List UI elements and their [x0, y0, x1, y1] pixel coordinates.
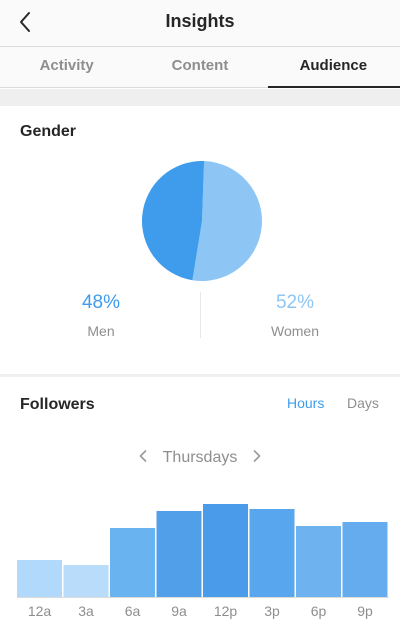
stat-divider: [200, 292, 201, 338]
bar-12p: [203, 504, 248, 597]
x-tick-label: 9p: [357, 603, 373, 619]
x-tick-label: 9a: [171, 603, 187, 619]
header-bar: Insights: [0, 0, 400, 46]
bar-9a: [156, 511, 202, 597]
gender-card: Gender 48% Men 52% Women: [3, 106, 397, 374]
pie-slice-men: [141, 161, 205, 281]
bar-6a: [110, 528, 155, 597]
days-toggle[interactable]: Days: [347, 395, 379, 411]
followers-title: Followers: [20, 396, 95, 413]
followers-card: Followers Hours Days Thursdays 12a 3a 6a 9a…: [3, 377, 397, 637]
x-tick-label: 6a: [125, 603, 141, 619]
men-stat: 48% Men: [11, 292, 191, 339]
bar-9p: [342, 522, 388, 597]
selected-day: Thursdays: [162, 449, 238, 466]
women-stat: 52% Women: [205, 292, 385, 339]
men-percentage: 48%: [81, 292, 121, 313]
gender-pie-chart: [141, 161, 262, 281]
chevron-left-icon: [139, 450, 147, 462]
hours-toggle[interactable]: Hours: [287, 395, 325, 411]
bar-12a: [17, 560, 62, 597]
section-gap: [0, 374, 400, 377]
tab-activity[interactable]: Activity: [39, 57, 94, 74]
x-tick-label: 6p: [311, 603, 327, 619]
page-title: Insights: [165, 11, 235, 31]
followers-bar-chart: 12a 3a 6a 9a 12p 3p 6p 9p: [17, 504, 389, 619]
pie-slice-women: [192, 161, 262, 281]
bar-3p: [249, 509, 295, 597]
tab-bar: Activity Content Audience: [0, 46, 400, 88]
chevron-right-icon: [253, 450, 261, 462]
x-tick-label: 12p: [214, 603, 238, 619]
next-day-button[interactable]: [246, 449, 268, 467]
women-label: Women: [271, 323, 319, 339]
men-label: Men: [87, 323, 115, 339]
chevron-left-icon: [20, 12, 30, 32]
x-tick-label: 3p: [264, 603, 280, 619]
tab-audience[interactable]: Audience: [267, 47, 400, 88]
day-selector: Thursdays: [3, 449, 397, 467]
bar-3a: [63, 565, 109, 597]
x-tick-label: 3a: [78, 603, 94, 619]
previous-day-button[interactable]: [132, 449, 154, 467]
x-tick-label: 12a: [28, 603, 52, 619]
bar-6p: [296, 526, 341, 597]
gender-title: Gender: [20, 123, 77, 140]
back-button[interactable]: [10, 6, 40, 38]
tab-content[interactable]: Content: [171, 57, 229, 74]
women-percentage: 52%: [275, 292, 315, 313]
section-gap: [0, 89, 400, 106]
